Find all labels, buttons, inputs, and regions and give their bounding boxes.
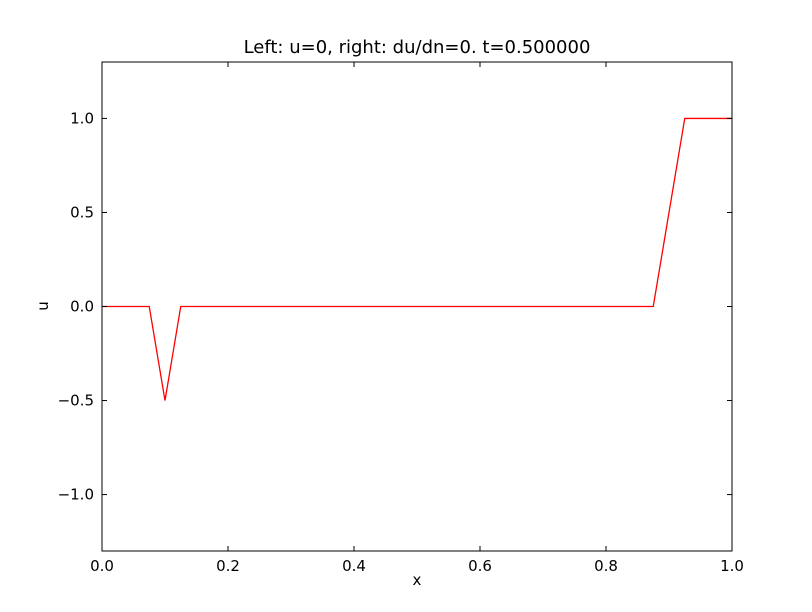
y-tick-label-4: 1.0 xyxy=(70,109,94,127)
x-tick-label-0: 0.0 xyxy=(90,557,114,575)
series-line-0 xyxy=(102,117,732,401)
y-axis-label: u xyxy=(34,301,52,311)
x-tick-label-1: 0.2 xyxy=(216,557,240,575)
x-tick-label-2: 0.4 xyxy=(342,557,366,575)
plot-line-layer xyxy=(102,117,732,401)
chart-title: Left: u=0, right: du/dn=0. t=0.500000 xyxy=(244,37,591,58)
y-axis-ticks: −1.0 −0.5 0.0 0.5 1.0 xyxy=(58,109,732,504)
y-tick-label-2: 0.0 xyxy=(70,298,94,316)
x-tick-label-4: 0.8 xyxy=(594,557,618,575)
x-axis-ticks: 0.0 0.2 0.4 0.6 0.8 1.0 xyxy=(90,62,744,575)
y-tick-label-1: −0.5 xyxy=(58,392,94,410)
y-tick-label-0: −1.0 xyxy=(58,486,94,504)
x-tick-label-5: 1.0 xyxy=(720,557,744,575)
y-tick-label-3: 0.5 xyxy=(70,203,94,221)
x-axis-label: x xyxy=(413,571,422,589)
x-tick-label-3: 0.6 xyxy=(468,557,492,575)
